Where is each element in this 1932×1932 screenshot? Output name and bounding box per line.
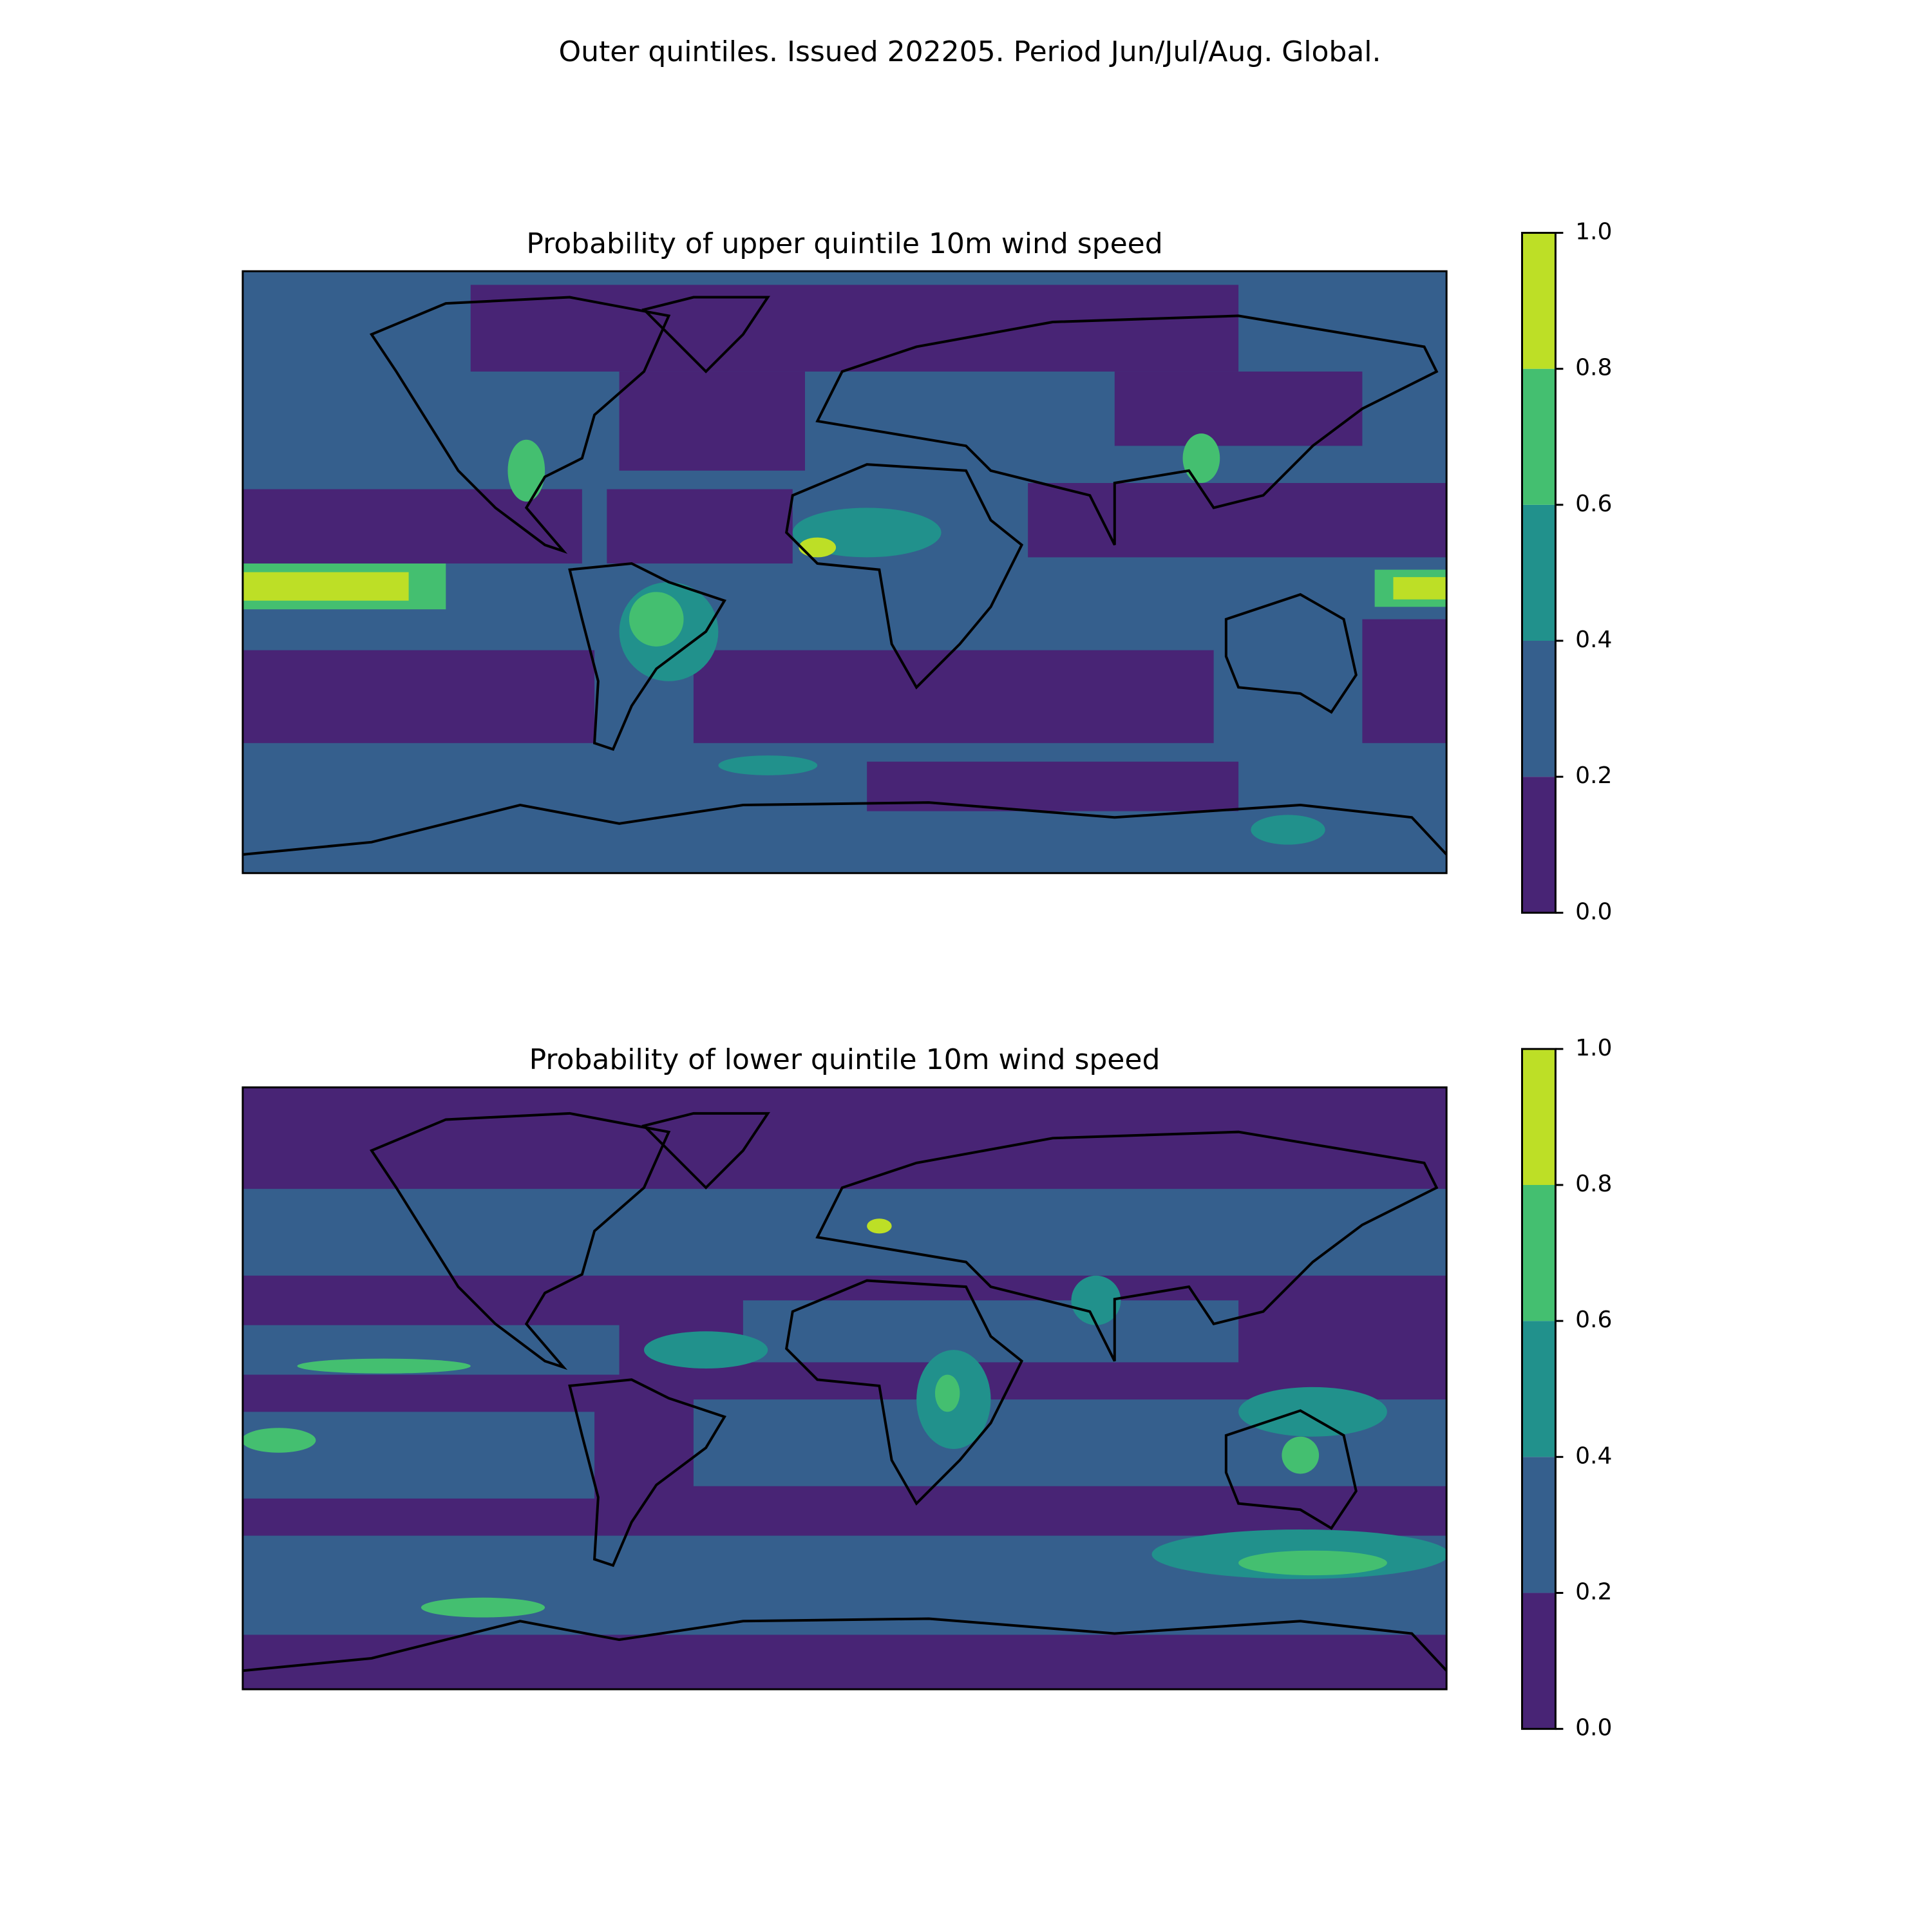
colorbar-tick-label: 0.4 [1575,627,1612,653]
colorbar-tick-label: 0.2 [1575,1578,1612,1605]
colorbar-segment [1522,1457,1556,1593]
field-region [470,285,1239,372]
field-region [242,1428,316,1453]
field-region [1393,577,1447,600]
field-region [1028,483,1447,558]
figure-title: Outer quintiles. Issued 202205. Period J… [558,35,1381,68]
field-region [1238,1550,1387,1576]
field-region [693,650,1214,743]
colorbar-tick-label: 0.2 [1575,762,1612,789]
coastline [785,1279,1024,1506]
coastline [1224,592,1358,714]
map-frame [242,270,1448,875]
colorbar-segment [1522,777,1556,913]
field-region [1182,433,1220,483]
field-region [242,650,595,743]
coastline [641,1112,771,1190]
field-region [607,489,793,564]
coastline [369,1112,671,1370]
colorbar-tick-label: 1.0 [1575,1035,1612,1061]
field-region [242,1412,595,1499]
colorbar-tick-label: 0.8 [1575,355,1612,381]
field-region [242,572,409,601]
colorbar-segment [1522,368,1556,505]
coastline [242,1617,1447,1672]
field-region [867,1218,892,1234]
colorbar-tick-label: 0.4 [1575,1443,1612,1469]
colorbar-tick-label: 0.6 [1575,491,1612,517]
coastline [242,801,1447,856]
field-region [799,537,837,558]
colorbar-tick-label: 0.6 [1575,1307,1612,1333]
panel-title: Probability of upper quintile 10m wind s… [526,227,1162,260]
colorbar-tick-label: 0.0 [1575,898,1612,925]
field-region [629,592,684,647]
field-region [643,1331,768,1368]
colorbar-segment [1522,232,1556,369]
coastline [1224,1409,1358,1530]
panel-title: Probability of lower quintile 10m wind s… [529,1043,1160,1076]
colorbar-frame [1520,1048,1557,1730]
colorbar-segment [1522,641,1556,777]
field-region [421,1597,545,1618]
field-region [1114,371,1363,446]
map-field [242,271,1447,873]
field-region [507,439,545,502]
field-region [242,489,582,564]
colorbar-segment [1522,504,1556,641]
coastline [785,463,1024,690]
colorbar-segment [1522,1593,1556,1729]
colorbar-tick-label: 1.0 [1575,219,1612,245]
field-region [619,371,805,471]
colorbar-tick-label: 0.0 [1575,1715,1612,1741]
colorbar-frame [1520,232,1557,914]
field-region [1251,815,1325,845]
field-region [1282,1436,1320,1474]
coastline [815,1130,1439,1362]
field-region [1362,619,1447,743]
map-frame [242,1086,1448,1690]
field-region [743,1300,1239,1363]
colorbar-segment [1522,1048,1556,1185]
map-field [242,1087,1447,1690]
colorbar-segment [1522,1185,1556,1321]
coastline [369,296,671,554]
field-region [297,1358,471,1374]
field-region [1238,1387,1387,1437]
field-region [1071,1275,1121,1325]
coastline [568,562,726,751]
coastline [641,296,771,374]
colorbar-segment [1522,1321,1556,1457]
coastline [568,1378,726,1567]
field-region [934,1374,960,1412]
coastline [815,314,1439,546]
colorbar-tick-label: 0.8 [1575,1171,1612,1197]
field-region [718,755,818,775]
